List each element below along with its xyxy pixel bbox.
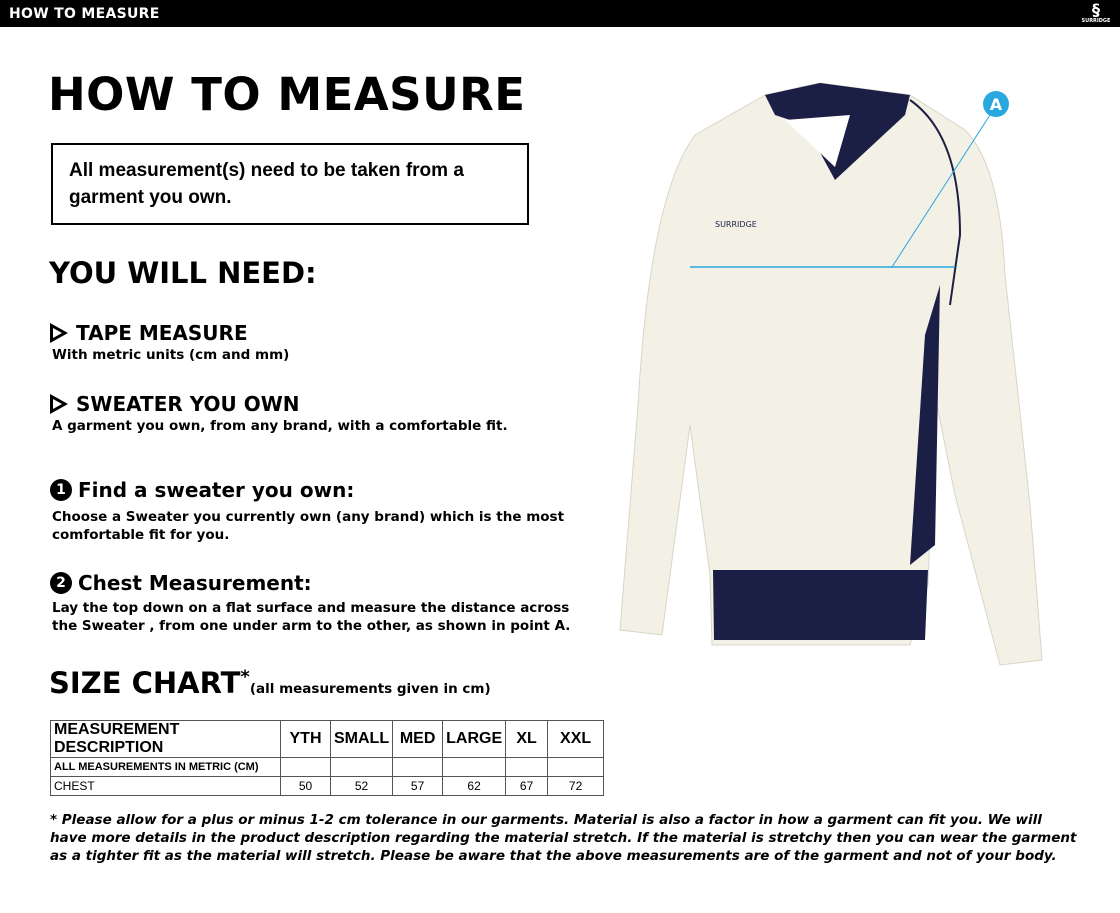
footnote: * Please allow for a plus or minus 1-2 c… <box>50 812 1077 864</box>
table-row: CHEST 50 52 57 62 67 72 <box>50 776 605 796</box>
page-title: HOW TO MEASURE <box>48 68 526 121</box>
size-chart-heading: SIZE CHART*(all measurements given in cm… <box>49 666 491 700</box>
top-bar-title: HOW TO MEASURE <box>9 6 160 22</box>
header-cell: XXL <box>547 720 605 758</box>
surridge-logo: § SURRIDGE <box>1081 0 1111 24</box>
need-sweater: SWEATER YOU OWN <box>50 392 300 416</box>
header-cell: SMALL <box>329 720 394 758</box>
row-label: CHEST <box>50 776 281 796</box>
step-number: 2 <box>50 572 72 594</box>
need-title: TAPE MEASURE <box>76 321 248 345</box>
header-cell: YTH <box>280 720 331 758</box>
need-text: A garment you own, from any brand, with … <box>52 418 508 434</box>
marker-a-label: A <box>990 95 1003 114</box>
header-cell: XL <box>505 720 549 758</box>
table-row: ALL MEASUREMENTS IN METRIC (CM) <box>50 757 605 777</box>
marker-leader-line <box>891 114 991 268</box>
size-table: MEASUREMENT DESCRIPTION YTH SMALL MED LA… <box>50 720 605 796</box>
step-number: 1 <box>50 479 72 501</box>
step-2: 2 Chest Measurement: <box>50 571 312 595</box>
need-text: With metric units (cm and mm) <box>52 347 290 363</box>
unit-cell: ALL MEASUREMENTS IN METRIC (CM) <box>50 757 281 777</box>
step-text: Choose a Sweater you currently own (any … <box>52 509 565 543</box>
value-cell: 62 <box>442 776 507 796</box>
sweater-illustration: SURRIDGE A <box>619 82 1043 666</box>
value-cell: 50 <box>280 776 331 796</box>
value-cell: 67 <box>505 776 549 796</box>
triangle-icon <box>50 394 68 414</box>
value-cell: 57 <box>392 776 444 796</box>
value-cell: 72 <box>547 776 605 796</box>
header-cell: MED <box>392 720 444 758</box>
header-cell: LARGE <box>442 720 507 758</box>
marker-a-icon <box>983 91 1009 117</box>
sweater-brand: SURRIDGE <box>715 220 757 229</box>
need-tape-measure: TAPE MEASURE <box>50 321 248 345</box>
step-text: Lay the top down on a flat surface and m… <box>52 600 571 634</box>
need-title: SWEATER YOU OWN <box>76 392 300 416</box>
value-cell: 52 <box>329 776 394 796</box>
step-title: Chest Measurement: <box>78 571 312 595</box>
step-1: 1 Find a sweater you own: <box>50 478 354 502</box>
step-title: Find a sweater you own: <box>78 478 355 502</box>
you-will-need-heading: YOU WILL NEED: <box>49 256 317 290</box>
top-bar: HOW TO MEASURE § SURRIDGE <box>0 0 1120 27</box>
notice-box: All measurement(s) need to be taken from… <box>51 143 529 225</box>
triangle-icon <box>50 323 68 343</box>
table-header-row: MEASUREMENT DESCRIPTION YTH SMALL MED LA… <box>50 720 605 758</box>
header-cell: MEASUREMENT DESCRIPTION <box>50 720 281 758</box>
